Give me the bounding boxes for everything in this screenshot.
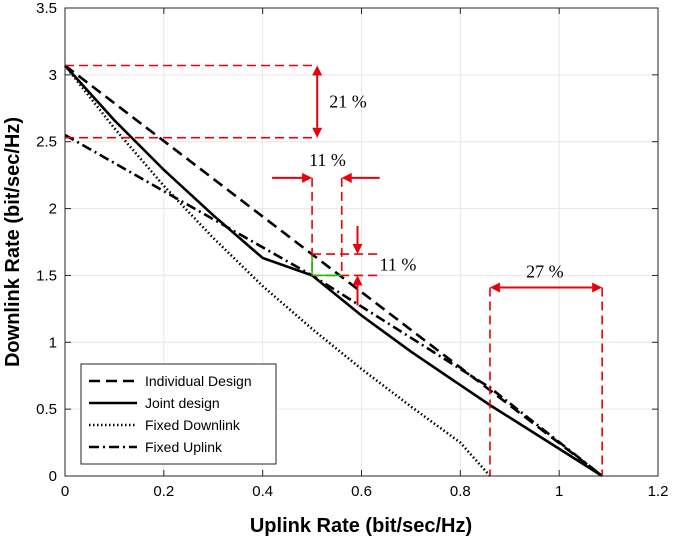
series-line-fixed-downlink [63,64,491,477]
annotation-label-21: 21 % [329,92,367,112]
legend-label: Joint design [145,395,220,411]
y-tick-label: 1 [49,334,57,351]
x-tick-label: 0.4 [252,483,273,500]
x-axis-title: Uplink Rate (bit/sec/Hz) [250,515,472,537]
annotation-arrowhead-down [312,127,323,138]
y-tick-label: 0.5 [36,401,57,418]
x-tick-label: 0 [61,483,69,500]
legend: Individual Design Joint design Fixed Downl… [80,363,277,465]
y-tick-label: 2.5 [36,134,57,151]
x-tick-label: 1.2 [648,483,669,500]
y-tick-label: 3.5 [36,0,57,17]
x-tick-label: 0.8 [450,483,471,500]
series-line-fixed-uplink [64,133,604,478]
axis-ticks: 0 0.2 0.4 0.6 0.8 1 1.2 0 0.5 1 1.5 2 2.5 3 3.5 [36,0,668,500]
y-tick-label: 2 [49,201,57,218]
legend-label: Fixed Downlink [145,417,241,433]
annotation-arrowhead-down-2 [352,244,363,255]
x-tick-label: 0.6 [351,483,372,500]
legend-label: Individual Design [145,373,252,389]
annotation-arrowhead-up-2 [352,275,363,286]
series-line-individual-design [64,64,603,478]
annotation-arrowhead-up [312,65,323,76]
annotation-label-27: 27 % [526,261,564,281]
annotation-arrowhead-left-wide [489,282,500,293]
annotation-layer: 21 % 11 % 11 % 27 % [65,64,603,476]
y-tick-label: 0 [49,468,57,485]
annotation-arrowhead-right [302,172,313,183]
annotation-arrowhead-right-wide [592,282,603,293]
annotation-label-11-horizontal: 11 % [309,150,346,170]
y-axis-title: Downlink Rate (bit/sec/Hz) [2,117,24,367]
x-tick-label: 0.2 [153,483,174,500]
annotation-label-11-vertical: 11 % [380,255,417,275]
x-tick-label: 1 [555,483,563,500]
legend-label: Fixed Uplink [145,439,223,455]
annotation-arrowhead-left [341,172,352,183]
y-tick-label: 1.5 [36,267,57,284]
y-tick-label: 3 [49,67,57,84]
